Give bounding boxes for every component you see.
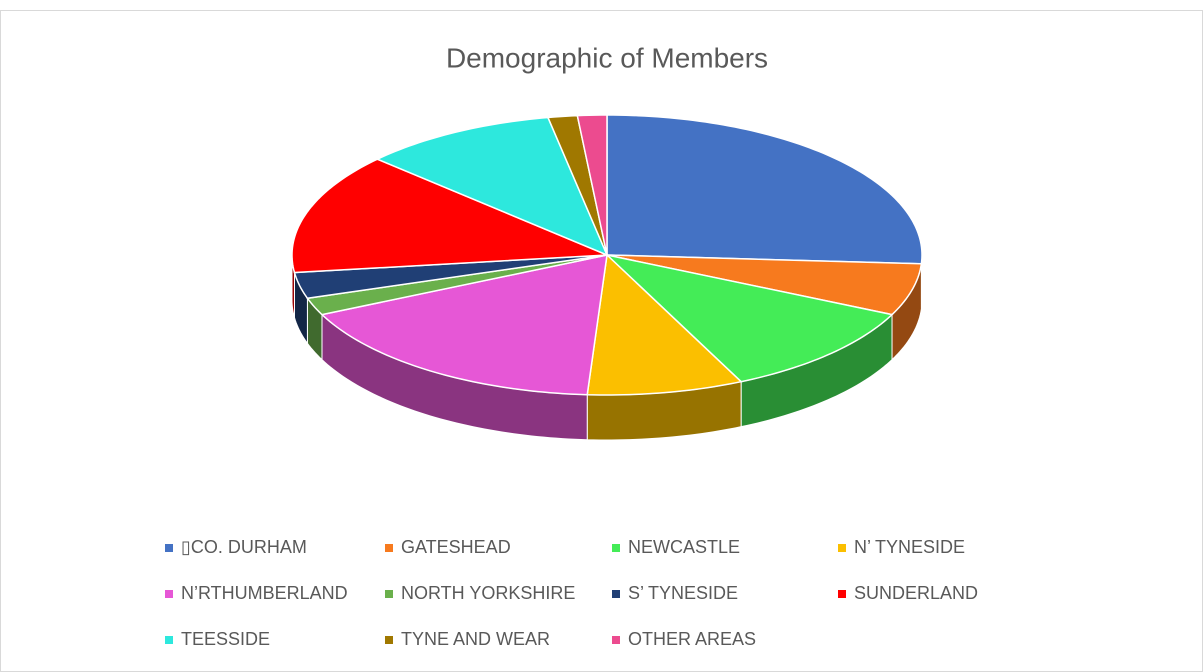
- legend-swatch: [165, 636, 173, 644]
- pie-slice: [586, 253, 743, 396]
- legend-swatch: [612, 590, 620, 598]
- legend-swatch: [838, 590, 846, 598]
- pie-slice: [320, 254, 608, 396]
- legend-label: OTHER AREAS: [628, 629, 756, 649]
- pie-slice: [576, 114, 608, 256]
- pie-slice: [604, 253, 894, 383]
- legend-swatch: [385, 636, 393, 644]
- legend-swatch: [838, 544, 846, 552]
- pie-slice: [546, 114, 608, 256]
- legend-swatch: [165, 590, 173, 598]
- legend-swatch: [612, 636, 620, 644]
- pie-slice: [606, 254, 923, 316]
- legend-label: ▯CO. DURHAM: [181, 537, 307, 557]
- pie-slice: [606, 114, 923, 265]
- legend-label: TEESSIDE: [181, 629, 270, 649]
- legend-swatch: [612, 544, 620, 552]
- legend-swatch: [385, 590, 393, 598]
- pie-slice: [375, 116, 609, 257]
- legend-label: GATESHEAD: [401, 537, 511, 557]
- legend-label: TYNE AND WEAR: [401, 629, 550, 649]
- pie-slice: [291, 158, 608, 274]
- legend-label: N’RTHUMBERLAND: [181, 583, 348, 603]
- legend-label: SUNDERLAND: [854, 583, 978, 603]
- pie-slice: [293, 254, 608, 300]
- legend-label: NORTH YORKSHIRE: [401, 583, 575, 603]
- chart-title: Demographic of Members: [446, 42, 768, 73]
- legend-swatch: [385, 544, 393, 552]
- legend-swatch: [165, 544, 173, 552]
- legend-label: N’ TYNESIDE: [854, 537, 965, 557]
- legend-label: NEWCASTLE: [628, 537, 740, 557]
- legend-label: S’ TYNESIDE: [628, 583, 738, 603]
- pie-slice: [306, 254, 608, 316]
